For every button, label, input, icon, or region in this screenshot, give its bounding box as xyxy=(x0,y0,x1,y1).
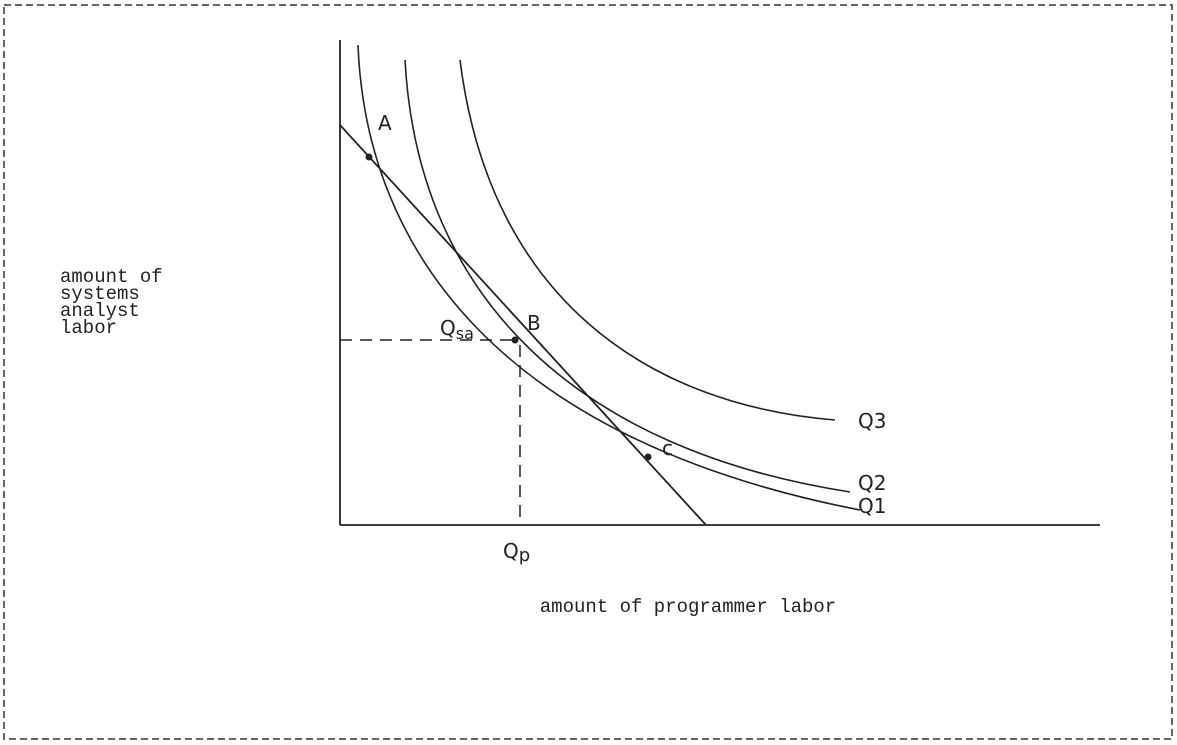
point-label: c xyxy=(662,436,673,460)
x-marker-main: Q xyxy=(503,539,519,563)
y-marker-main: Q xyxy=(440,316,456,340)
x-axis-label: amount of programmer labor xyxy=(540,596,836,618)
x-marker: Qp xyxy=(503,539,530,566)
y-axis-label-line: analyst xyxy=(60,300,140,322)
isoquant-q1 xyxy=(357,44,861,511)
isocost-line xyxy=(339,124,707,526)
point-label: A xyxy=(378,111,392,135)
isoquant-q3 xyxy=(459,59,836,421)
y-axis-label-line: systems xyxy=(60,283,140,305)
point-label: B xyxy=(527,311,541,335)
curve-label: Q1 xyxy=(858,494,886,518)
x-marker-sub: p xyxy=(519,545,530,566)
frame xyxy=(3,4,1173,740)
point-b xyxy=(511,336,519,344)
point-c xyxy=(644,453,652,461)
curve-label: Q2 xyxy=(858,471,886,495)
y-marker-sub: sa xyxy=(456,324,474,343)
point-a xyxy=(365,153,373,161)
curve-label: Q3 xyxy=(858,409,886,433)
y-axis-label-line: amount of xyxy=(60,266,163,288)
isoquant-q2 xyxy=(404,59,851,493)
y-marker: Qsa xyxy=(440,316,474,343)
y-axis-label-line: labor xyxy=(60,317,117,339)
